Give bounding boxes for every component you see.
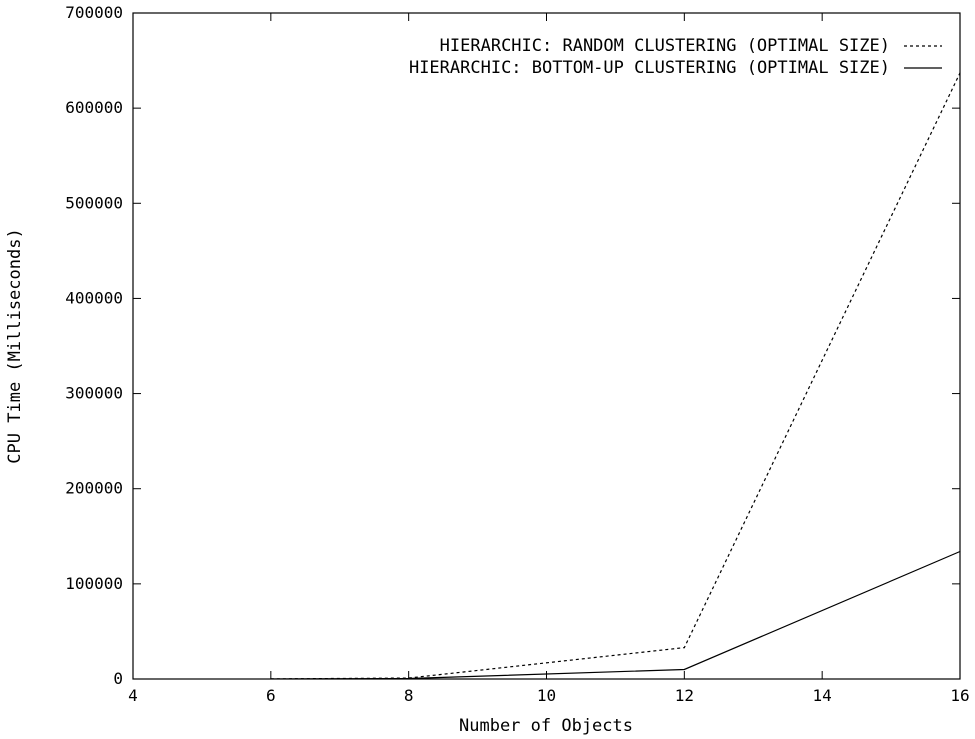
x-tick-label: 10 bbox=[537, 686, 556, 705]
y-axis-ticks: 0 100000 200000 300000 400000 500000 600000 700… bbox=[65, 3, 960, 688]
series-layer bbox=[270, 72, 961, 680]
data-point bbox=[683, 647, 685, 649]
y-tick-label: 300000 bbox=[65, 384, 123, 403]
x-tick-label: 6 bbox=[266, 686, 276, 705]
y-tick-label: 700000 bbox=[65, 3, 123, 22]
y-tick-label: 500000 bbox=[65, 193, 123, 212]
series-line-2 bbox=[270, 550, 961, 680]
data-point bbox=[408, 677, 410, 680]
legend-label: HIERARCHIC: RANDOM CLUSTERING (OPTIMAL S… bbox=[440, 36, 890, 56]
x-tick-label: 8 bbox=[404, 686, 414, 705]
x-tick-label: 12 bbox=[675, 686, 694, 705]
data-point bbox=[683, 668, 685, 671]
data-point bbox=[959, 550, 961, 553]
x-tick-label: 4 bbox=[128, 686, 138, 705]
y-tick-label: 600000 bbox=[65, 98, 123, 117]
x-axis-title: Number of Objects bbox=[459, 716, 633, 736]
legend: HIERARCHIC: RANDOM CLUSTERING (OPTIMAL S… bbox=[409, 36, 942, 78]
y-tick-label: 0 bbox=[113, 669, 123, 688]
y-tick-label: 400000 bbox=[65, 288, 123, 307]
x-tick-label: 14 bbox=[813, 686, 832, 705]
plot-frame bbox=[132, 12, 961, 680]
series-line-1 bbox=[270, 72, 961, 680]
data-point bbox=[270, 678, 272, 680]
x-axis-ticks: 4 6 8 10 12 14 16 bbox=[128, 13, 970, 705]
y-tick-label: 100000 bbox=[65, 574, 123, 593]
data-point bbox=[959, 72, 961, 74]
y-tick-label: 200000 bbox=[65, 479, 123, 498]
legend-label: HIERARCHIC: BOTTOM-UP CLUSTERING (OPTIMA… bbox=[409, 58, 890, 78]
y-axis-title: CPU Time (Milliseconds) bbox=[5, 228, 25, 463]
x-tick-label: 16 bbox=[950, 686, 969, 705]
